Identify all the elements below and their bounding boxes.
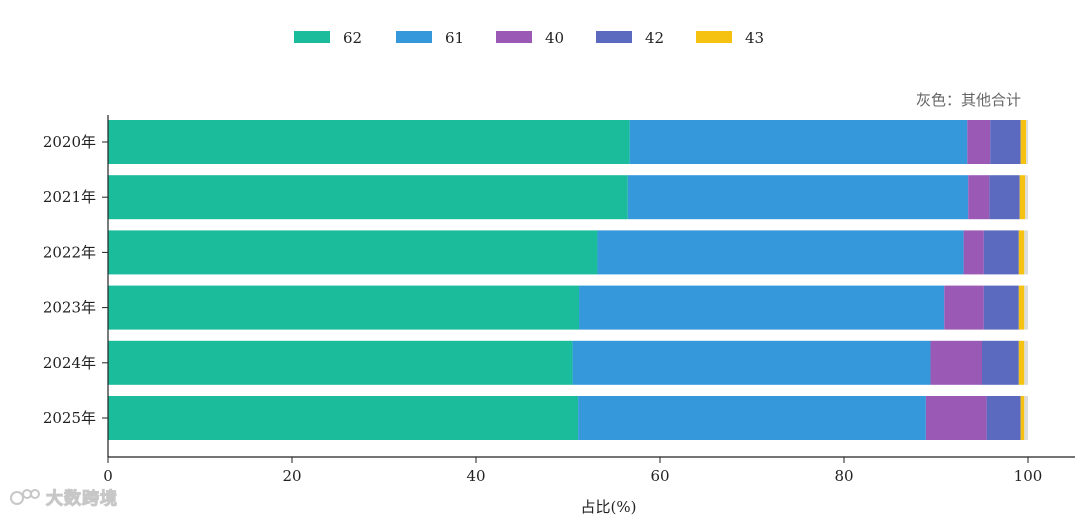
logo-icon bbox=[10, 488, 40, 505]
bar-series-43-2021年 bbox=[1019, 175, 1026, 220]
bar-series-40-2025年 bbox=[925, 396, 987, 440]
bar-other-2022年 bbox=[1024, 230, 1028, 275]
y-tick-label: 2024年 bbox=[43, 354, 96, 372]
bar-series-43-2024年 bbox=[1018, 340, 1025, 385]
bar-series-43-2022年 bbox=[1018, 230, 1025, 275]
bar-series-62-2020年 bbox=[108, 120, 630, 164]
watermark-text: 大数跨境 bbox=[46, 489, 118, 510]
bar-series-61-2023年 bbox=[579, 285, 945, 330]
bar-series-40-2020年 bbox=[967, 120, 991, 164]
y-tick-label: 2023年 bbox=[43, 299, 96, 317]
bar-other-2020年 bbox=[1026, 120, 1028, 164]
y-tick-label: 2021年 bbox=[43, 188, 96, 206]
bar-series-61-2024年 bbox=[572, 340, 931, 385]
legend-label-62: 62 bbox=[343, 29, 362, 47]
bar-series-42-2025年 bbox=[986, 396, 1021, 440]
bar-series-62-2025年 bbox=[108, 396, 579, 440]
legend-label-40: 40 bbox=[545, 29, 564, 47]
x-tick-label: 100 bbox=[1014, 467, 1043, 485]
y-tick-label: 2025年 bbox=[43, 409, 96, 427]
bar-series-42-2021年 bbox=[989, 175, 1020, 220]
bar-other-2023年 bbox=[1024, 285, 1028, 330]
bar-series-62-2022年 bbox=[108, 230, 598, 275]
bar-series-43-2020年 bbox=[1020, 120, 1027, 164]
legend-swatch-42 bbox=[596, 31, 632, 43]
legend-swatch-62 bbox=[294, 31, 330, 43]
y-tick-label: 2020年 bbox=[43, 133, 96, 151]
legend-swatch-40 bbox=[496, 31, 532, 43]
bar-other-2025年 bbox=[1024, 396, 1028, 440]
bar-series-42-2024年 bbox=[982, 340, 1019, 385]
bar-series-40-2022年 bbox=[963, 230, 984, 275]
legend-swatch-43 bbox=[696, 31, 732, 43]
legend-label-43: 43 bbox=[745, 29, 764, 47]
bar-series-43-2023年 bbox=[1018, 285, 1025, 330]
legend-label-42: 42 bbox=[645, 29, 664, 47]
bar-series-62-2024年 bbox=[108, 340, 573, 385]
legend-swatch-61 bbox=[396, 31, 432, 43]
bar-series-40-2024年 bbox=[930, 340, 982, 385]
x-tick-label: 60 bbox=[650, 467, 669, 485]
bar-series-40-2023年 bbox=[944, 285, 984, 330]
x-axis-label: 占比(%) bbox=[581, 498, 637, 516]
bar-series-40-2021年 bbox=[968, 175, 990, 220]
bar-series-42-2022年 bbox=[983, 230, 1019, 275]
bar-other-2021年 bbox=[1025, 175, 1028, 220]
watermark: 大数跨境 bbox=[10, 484, 118, 510]
other-note: 灰色：其他合计 bbox=[916, 91, 1021, 109]
x-tick-label: 40 bbox=[466, 467, 485, 485]
bar-series-61-2020年 bbox=[629, 120, 968, 164]
legend-label-61: 61 bbox=[445, 29, 464, 47]
bar-series-61-2021年 bbox=[627, 175, 969, 220]
bar-other-2024年 bbox=[1024, 340, 1028, 385]
x-tick-label: 20 bbox=[282, 467, 301, 485]
bar-series-61-2022年 bbox=[597, 230, 964, 275]
bar-series-61-2025年 bbox=[578, 396, 926, 440]
bar-series-43-2025年 bbox=[1020, 396, 1025, 440]
y-tick-label: 2022年 bbox=[43, 243, 96, 261]
bar-series-62-2023年 bbox=[108, 285, 580, 330]
bar-series-62-2021年 bbox=[108, 175, 628, 220]
bar-series-42-2020年 bbox=[990, 120, 1021, 164]
bar-series-42-2023年 bbox=[983, 285, 1019, 330]
x-tick-label: 0 bbox=[103, 467, 113, 485]
x-tick-label: 80 bbox=[834, 467, 853, 485]
